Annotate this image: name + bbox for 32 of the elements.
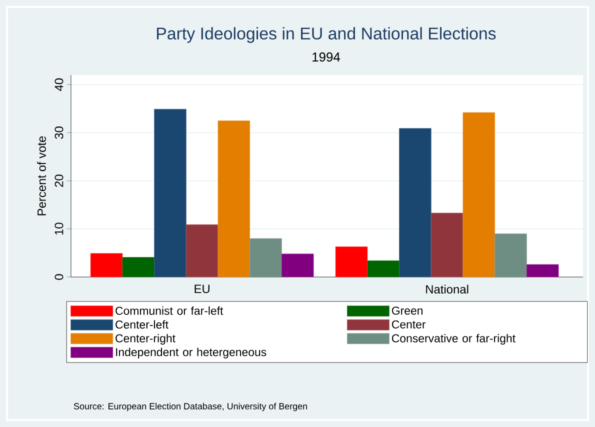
bar [186, 224, 218, 277]
bar [154, 108, 186, 277]
legend-label: Center-right [116, 334, 176, 345]
legend-label: Communist or far-left [116, 306, 224, 315]
y-tick-label: 40 [54, 78, 64, 91]
y-tick-label: 0 [54, 274, 64, 280]
bar [90, 253, 123, 277]
x-tick-label: EU [194, 284, 210, 294]
bar [218, 120, 250, 277]
bar [399, 128, 432, 277]
legend-label: Center-left [116, 320, 168, 329]
y-tick-label: 10 [54, 222, 64, 235]
bar [430, 212, 464, 277]
bar [122, 257, 154, 277]
bar [335, 246, 368, 277]
x-tick-label: National [426, 284, 468, 294]
y-tick-label: 20 [54, 174, 64, 187]
bar [462, 112, 496, 277]
bar [250, 238, 282, 277]
bar [494, 234, 527, 277]
bar [526, 264, 559, 277]
y-tick-label: 30 [54, 126, 64, 139]
y-axis-title: Percent of vote [37, 136, 46, 216]
legend-label: Green [392, 306, 422, 315]
chart-subtitle: 1994 [312, 52, 340, 62]
legend-label: Independent or hetergeneous [116, 348, 266, 358]
bar [367, 260, 400, 277]
source-note: Source: European Election Database, University of Bergen [74, 402, 307, 412]
legend-label: Center [392, 320, 426, 328]
legend-label: Conservative or far-right [392, 334, 516, 345]
bar [281, 254, 314, 277]
chart-title: Party Ideologies in EU and National Elections [156, 27, 496, 43]
